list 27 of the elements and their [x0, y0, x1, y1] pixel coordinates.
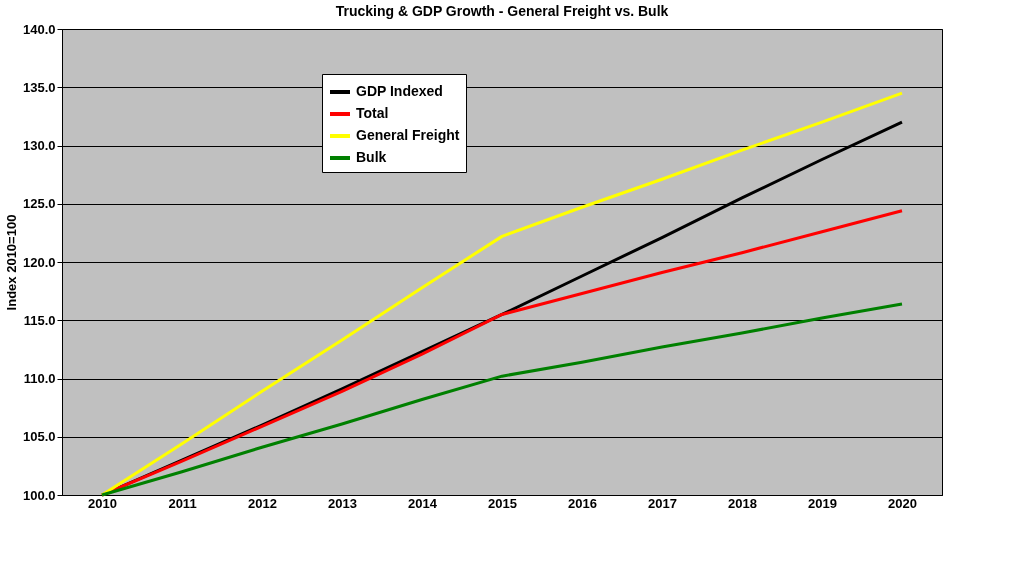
- x-tick-label: 2014: [408, 495, 438, 511]
- chart-title: Trucking & GDP Growth - General Freight vs. Bulk: [335, 3, 669, 19]
- y-axis-title: Index 2010=100: [3, 214, 19, 311]
- x-tick-label: 2016: [568, 495, 597, 511]
- line-series: [100, 302, 904, 497]
- y-tick-label: 135.0: [22, 79, 56, 95]
- x-tick-label: 2018: [728, 495, 757, 511]
- x-tick-label: 2010: [88, 495, 117, 511]
- legend-label: GDP Indexed: [356, 83, 443, 99]
- x-tick-label: 2019: [808, 495, 837, 511]
- y-tick-label: 130.0: [22, 138, 56, 153]
- y-tick-label: 100.0: [22, 487, 56, 503]
- y-tick-label: 110.0: [23, 371, 56, 386]
- legend-label: Total: [356, 105, 389, 121]
- y-tick-label: 115.0: [23, 312, 56, 328]
- x-tick-label: 2013: [328, 495, 357, 511]
- y-tick-label: 125.0: [22, 196, 56, 212]
- x-tick-label: 2015: [488, 495, 517, 511]
- y-tick-label: 105.0: [22, 429, 56, 445]
- legend-label: Bulk: [356, 149, 387, 165]
- x-tick-label: 2020: [888, 495, 917, 511]
- x-tick-label: 2011: [168, 495, 197, 511]
- x-tick-label: 2017: [648, 495, 677, 511]
- y-tick-label: 140.0: [22, 21, 56, 37]
- y-tick-label: 120.0: [22, 254, 56, 270]
- x-tick-label: 2012: [248, 495, 277, 511]
- legend-label: General Freight: [356, 127, 460, 143]
